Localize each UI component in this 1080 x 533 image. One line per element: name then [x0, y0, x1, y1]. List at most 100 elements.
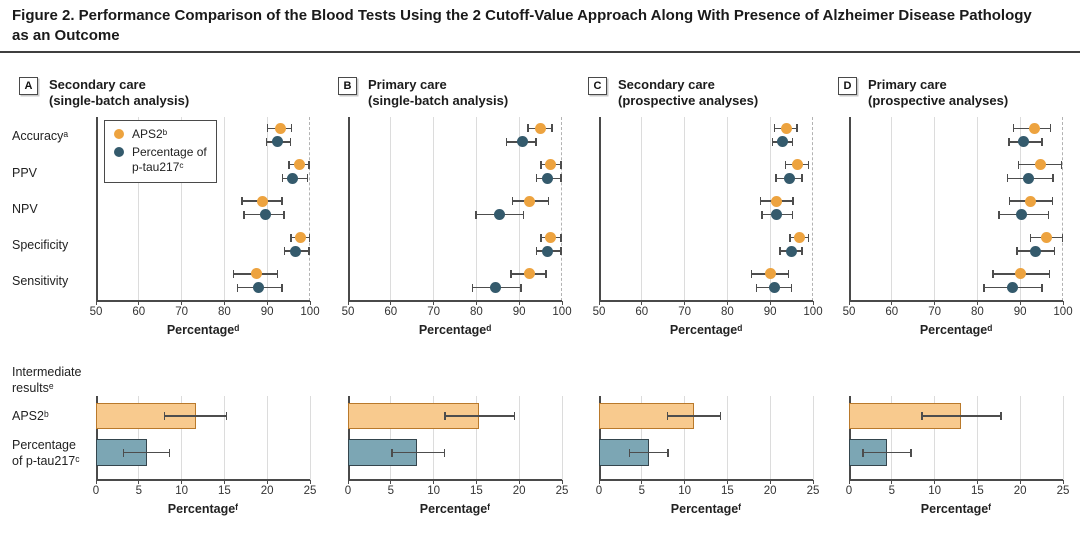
tick-label: 10 — [678, 485, 691, 497]
error-bar-cap — [288, 160, 290, 169]
x-axis — [96, 300, 310, 302]
error-bar-cap — [243, 210, 245, 219]
error-bar-cap — [992, 269, 994, 278]
error-bar-cap — [1006, 174, 1009, 183]
error-bar-cap — [784, 160, 787, 169]
metric-label-ppv: PPV — [12, 166, 38, 180]
tick-label: 5 — [888, 485, 895, 497]
y-axis — [348, 396, 350, 480]
tick-label: 15 — [469, 485, 483, 497]
tick-mark — [726, 301, 728, 305]
tick-mark — [433, 480, 435, 484]
tick-mark — [848, 301, 850, 305]
error-bar-cap — [1049, 124, 1051, 133]
x-axis-label: Percentageᶠ — [167, 502, 239, 516]
gridline — [390, 117, 392, 301]
x-axis-label: Percentageᵈ — [919, 323, 993, 337]
dot-aps2 — [523, 195, 535, 207]
dot-ptau217 — [784, 172, 796, 184]
tick-mark — [1062, 480, 1064, 484]
error-bar-cap — [719, 412, 721, 420]
error-bar-cap — [540, 233, 542, 242]
tick-label: 90 — [512, 306, 526, 318]
legend-item-ptau217: Percentage of p-tau217ᶜ — [114, 145, 207, 175]
error-bar-cap — [443, 448, 446, 457]
tick-mark — [934, 480, 936, 484]
tick-mark — [769, 480, 771, 484]
dot-ptau217 — [1018, 136, 1030, 148]
gridline — [138, 117, 140, 301]
tick-mark — [223, 480, 225, 484]
error-bar-cap — [1047, 210, 1050, 219]
tick-label: 25 — [1056, 485, 1070, 497]
panel-a-bar-plot: 0 5 10 15 20 25 Percentageᶠ — [93, 396, 316, 516]
panel-c-header: C Secondary care (prospective analyses) — [588, 77, 758, 108]
tick-mark — [475, 301, 477, 305]
intermediate-results-label: Intermediate resultsᵉ — [12, 365, 82, 395]
gridline — [641, 117, 643, 301]
dot-aps2 — [1014, 268, 1026, 280]
dot-ptau217 — [516, 136, 528, 148]
tick-mark — [1062, 301, 1064, 305]
panel-d-title: Primary care (prospective analyses) — [868, 77, 1009, 108]
error-bar-cap — [471, 283, 474, 292]
panel-d-header: D Primary care (prospective analyses) — [838, 77, 1008, 108]
error-bar-cap — [792, 197, 794, 206]
gridline — [433, 117, 435, 301]
error-bar-cap — [807, 160, 810, 169]
error-bar-cap — [1012, 124, 1014, 133]
tick-label: 100 — [1053, 306, 1073, 318]
tick-mark — [1019, 480, 1021, 484]
tick-label: 50 — [341, 306, 355, 318]
tick-mark — [976, 480, 978, 484]
ptau217-dot-icon — [114, 147, 124, 157]
error-bar-cap — [1029, 233, 1032, 242]
tick-mark — [641, 480, 643, 484]
tick-label: 70 — [427, 306, 440, 318]
dashed-reference-line — [1062, 117, 1063, 301]
bar-row-label-ptau217: Percentage of p-tau217ᶜ — [12, 438, 80, 468]
tick-label: 20 — [763, 485, 777, 497]
error-bar-cap — [1048, 269, 1051, 278]
error-bar-cap — [281, 174, 284, 183]
tick-mark — [976, 301, 978, 305]
error-bar-cap — [168, 448, 170, 457]
tick-mark — [848, 480, 850, 484]
error-bar-cap — [801, 174, 803, 183]
tick-mark — [475, 480, 477, 484]
gridline — [726, 117, 728, 301]
dot-ptau217 — [1030, 245, 1042, 257]
y-axis — [849, 396, 851, 480]
gridline — [390, 396, 392, 480]
tick-mark — [598, 301, 600, 305]
error-bar-cap — [628, 448, 630, 457]
y-axis — [348, 117, 350, 301]
error-bar-cap — [1051, 197, 1054, 206]
x-axis — [96, 479, 310, 481]
error-bar-cap — [788, 269, 790, 278]
panel-b-letter: B — [338, 77, 357, 95]
legend-label-ptau217: Percentage of p-tau217ᶜ — [132, 145, 207, 174]
tick-mark — [266, 301, 268, 305]
error-bar-cap — [1041, 137, 1043, 146]
error-bar-cap — [998, 210, 1000, 219]
tick-label: 25 — [555, 485, 569, 497]
gridline — [976, 396, 978, 480]
error-bar-cap — [1052, 174, 1054, 183]
error-bar-cap — [667, 412, 669, 420]
panel-a-plot: 50 60 70 80 90 100 Percentageᵈ — [90, 117, 320, 337]
x-axis — [599, 300, 813, 302]
tick-label: 60 — [885, 306, 899, 318]
error-bar-cap — [560, 160, 562, 169]
dot-aps2 — [293, 159, 305, 171]
error-bar-cap — [1053, 247, 1056, 256]
dot-aps2 — [251, 268, 262, 280]
tick-mark — [309, 301, 311, 305]
figure-title: Figure 2. Performance Comparison of the … — [12, 7, 1032, 44]
panel-a-header: A Secondary care (single-batch analysis) — [19, 77, 189, 108]
error-bar-cap — [545, 269, 547, 278]
tick-mark — [561, 301, 563, 305]
gridline — [1019, 396, 1021, 480]
error-bar-cap — [527, 124, 529, 133]
